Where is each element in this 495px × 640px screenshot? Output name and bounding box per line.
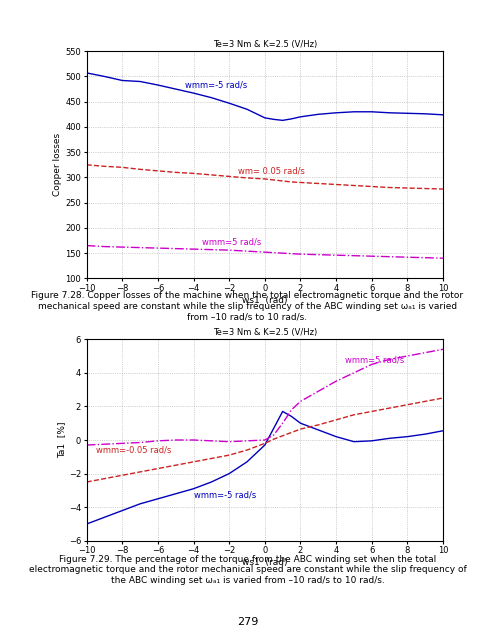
Title: Te=3 Nm & K=2.5 (V/Hz): Te=3 Nm & K=2.5 (V/Hz) bbox=[213, 328, 317, 337]
Text: wmm=5 rad/s: wmm=5 rad/s bbox=[345, 356, 404, 365]
Title: Te=3 Nm & K=2.5 (V/Hz): Te=3 Nm & K=2.5 (V/Hz) bbox=[213, 40, 317, 49]
Text: wmm=-5 rad/s: wmm=-5 rad/s bbox=[194, 490, 256, 499]
Text: wm= 0.05 rad/s: wm= 0.05 rad/s bbox=[238, 166, 305, 175]
Text: Figure 7.28. Copper losses of the machine when the total electromagnetic torque : Figure 7.28. Copper losses of the machin… bbox=[32, 291, 463, 321]
Text: wmm=5 rad/s: wmm=5 rad/s bbox=[202, 237, 262, 246]
Y-axis label: Copper losses: Copper losses bbox=[53, 133, 62, 196]
Text: Figure 7.29. The percentage of the torque from the ABC winding set when the tota: Figure 7.29. The percentage of the torqu… bbox=[29, 555, 466, 585]
Y-axis label: Ta1  [%]: Ta1 [%] bbox=[57, 422, 66, 458]
Text: wmm=-0.05 rad/s: wmm=-0.05 rad/s bbox=[96, 445, 171, 454]
X-axis label: ws1  (rad): ws1 (rad) bbox=[242, 558, 288, 567]
Text: wmm=-5 rad/s: wmm=-5 rad/s bbox=[185, 81, 247, 90]
Text: 279: 279 bbox=[237, 617, 258, 627]
X-axis label: ws1  (rad): ws1 (rad) bbox=[242, 296, 288, 305]
